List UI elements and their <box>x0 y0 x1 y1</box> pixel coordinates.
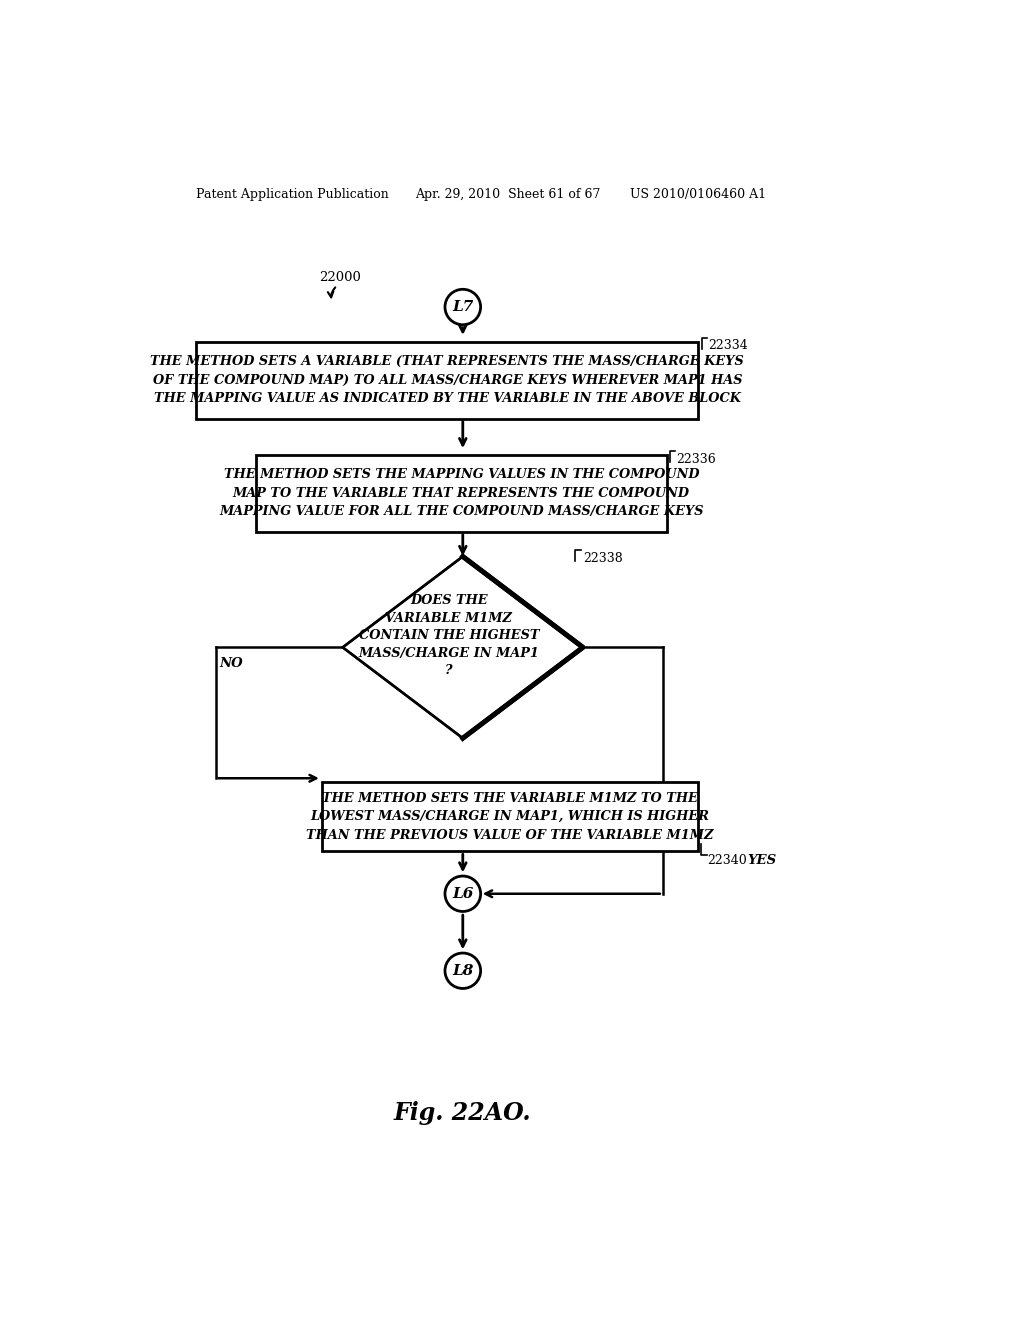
Text: 22000: 22000 <box>319 271 361 284</box>
FancyBboxPatch shape <box>256 455 667 532</box>
Text: L8: L8 <box>453 964 473 978</box>
Polygon shape <box>343 557 583 738</box>
Text: US 2010/0106460 A1: US 2010/0106460 A1 <box>630 187 766 201</box>
FancyBboxPatch shape <box>322 781 697 851</box>
Text: THE METHOD SETS A VARIABLE (THAT REPRESENTS THE MASS/CHARGE KEYS
OF THE COMPOUND: THE METHOD SETS A VARIABLE (THAT REPRESE… <box>151 355 744 405</box>
Text: L7: L7 <box>453 300 473 314</box>
Text: 22340: 22340 <box>707 854 746 867</box>
Text: THE METHOD SETS THE VARIABLE M1MZ TO THE
LOWEST MASS/CHARGE IN MAP1, WHICH IS HI: THE METHOD SETS THE VARIABLE M1MZ TO THE… <box>306 792 714 842</box>
Text: 22338: 22338 <box>583 552 623 565</box>
Text: 22336: 22336 <box>676 453 716 466</box>
Text: YES: YES <box>748 854 776 867</box>
Text: L6: L6 <box>453 887 473 900</box>
Text: DOES THE
VARIABLE M1MZ
CONTAIN THE HIGHEST
MASS/CHARGE IN MAP1
?: DOES THE VARIABLE M1MZ CONTAIN THE HIGHE… <box>358 594 540 677</box>
Text: Fig. 22AO.: Fig. 22AO. <box>394 1101 531 1125</box>
Text: Patent Application Publication: Patent Application Publication <box>197 187 389 201</box>
Text: Apr. 29, 2010  Sheet 61 of 67: Apr. 29, 2010 Sheet 61 of 67 <box>415 187 600 201</box>
Text: THE METHOD SETS THE MAPPING VALUES IN THE COMPOUND
MAP TO THE VARIABLE THAT REPR: THE METHOD SETS THE MAPPING VALUES IN TH… <box>219 469 703 519</box>
Text: 22334: 22334 <box>708 339 748 352</box>
Text: NO: NO <box>219 656 243 669</box>
FancyBboxPatch shape <box>197 342 698 418</box>
